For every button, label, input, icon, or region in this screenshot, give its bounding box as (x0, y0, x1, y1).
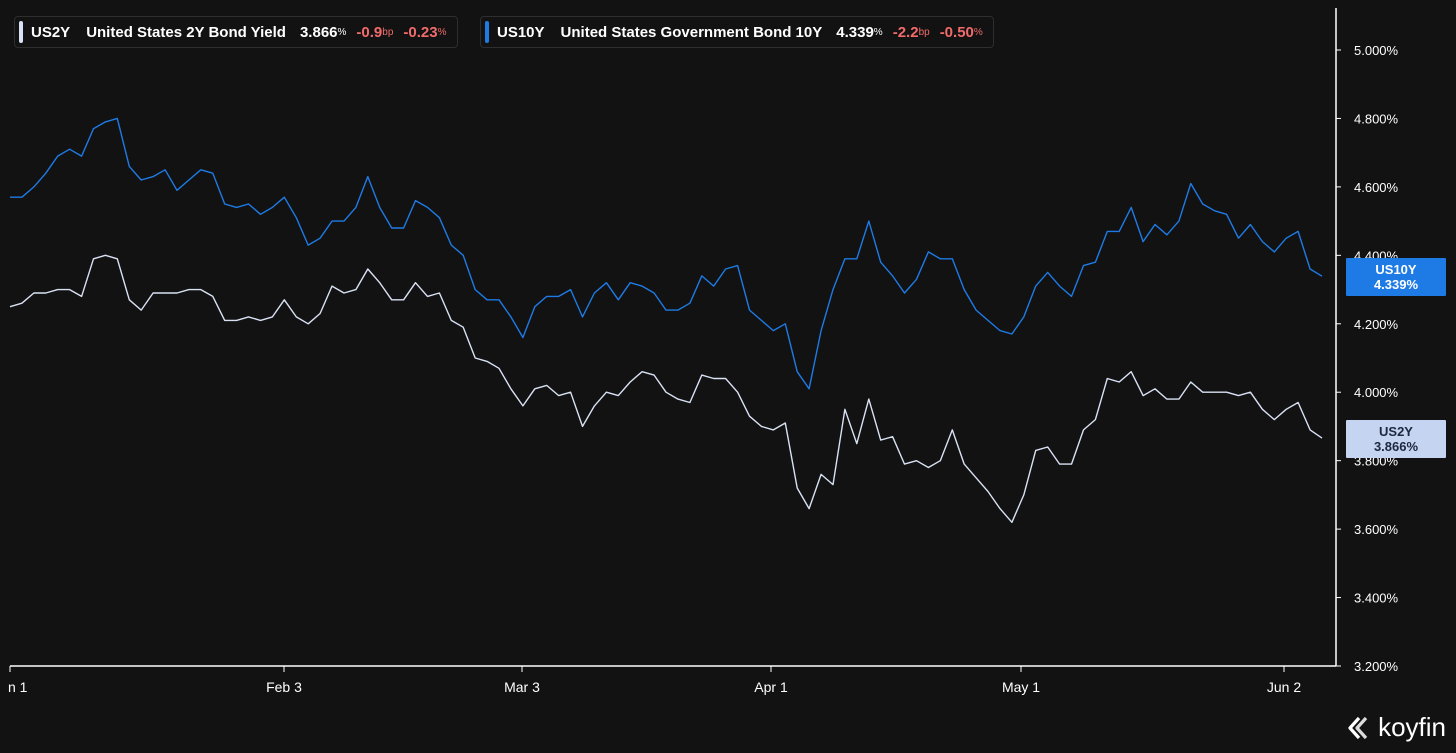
legend-change-bp: -2.2 (892, 23, 919, 41)
x-tick-label: Apr 1 (754, 679, 788, 695)
legend-item-us2y[interactable]: US2Y United States 2Y Bond Yield 3.866 %… (14, 16, 458, 48)
legend-name: United States 2Y Bond Yield (86, 23, 286, 41)
legend-change-pct: -0.50 (939, 23, 974, 41)
legend-change-bp-unit: bp (382, 26, 394, 38)
series-lines (9, 117, 1323, 523)
price-tag-value: 3.866% (1373, 439, 1419, 454)
legend-swatch-us2y (19, 21, 23, 43)
x-tick-label: May 1 (1002, 679, 1040, 695)
legend-value-unit: % (873, 26, 883, 38)
y-tick-label: 3.200% (1354, 659, 1399, 674)
y-axis-ticks: 3.200%3.400%3.600%3.800%4.000%4.200%4.40… (1336, 43, 1399, 674)
legend-value-unit: % (337, 26, 347, 38)
legend-change-pct-unit: % (973, 26, 983, 38)
y-tick-label: 3.600% (1354, 522, 1399, 537)
price-tag-symbol: US10Y (1375, 262, 1417, 277)
legend-symbol: US2Y (31, 23, 71, 41)
y-tick-label: 4.200% (1354, 317, 1399, 332)
series-line-us10y[interactable] (10, 117, 1323, 390)
y-tick-label: 4.600% (1354, 180, 1399, 195)
legend-symbol: US10Y (497, 23, 545, 41)
legend-change-bp: -0.9 (356, 23, 383, 41)
x-tick-label: Feb 3 (266, 679, 302, 695)
price-tag-symbol: US2Y (1379, 424, 1413, 439)
price-tag-us2y: US2Y 3.866% (1346, 420, 1446, 458)
legend-value: 4.339 (836, 23, 874, 41)
legend-change-pct: -0.23 (403, 23, 438, 41)
legend-change-bp-unit: bp (918, 26, 930, 38)
price-tag-us10y: US10Y 4.339% (1346, 258, 1446, 296)
koyfin-logo-icon (1348, 716, 1368, 739)
series-line-us2y[interactable] (9, 254, 1323, 523)
x-tick-label: Mar 3 (504, 679, 540, 695)
x-axis-ticks: n 1 Feb 3 Mar 3 Apr 1 May 1 Jun 2 (8, 666, 1301, 695)
logo-text: koyfin (1378, 712, 1446, 742)
y-tick-label: 4.000% (1354, 385, 1399, 400)
x-tick-label: Jun 2 (1267, 679, 1301, 695)
koyfin-logo: koyfin (1346, 712, 1446, 743)
price-tag-value: 4.339% (1373, 277, 1419, 292)
legend-swatch-us10y (485, 21, 489, 43)
legend-item-us10y[interactable]: US10Y United States Government Bond 10Y … (480, 16, 994, 48)
x-tick-label: n 1 (8, 679, 28, 695)
legend-value: 3.866 (299, 23, 338, 41)
y-tick-label: 4.800% (1354, 111, 1399, 126)
y-tick-label: 3.400% (1354, 591, 1399, 606)
legend-name: United States Government Bond 10Y (560, 23, 823, 41)
legend-change-pct-unit: % (437, 26, 447, 38)
y-tick-label: 5.000% (1354, 43, 1399, 58)
